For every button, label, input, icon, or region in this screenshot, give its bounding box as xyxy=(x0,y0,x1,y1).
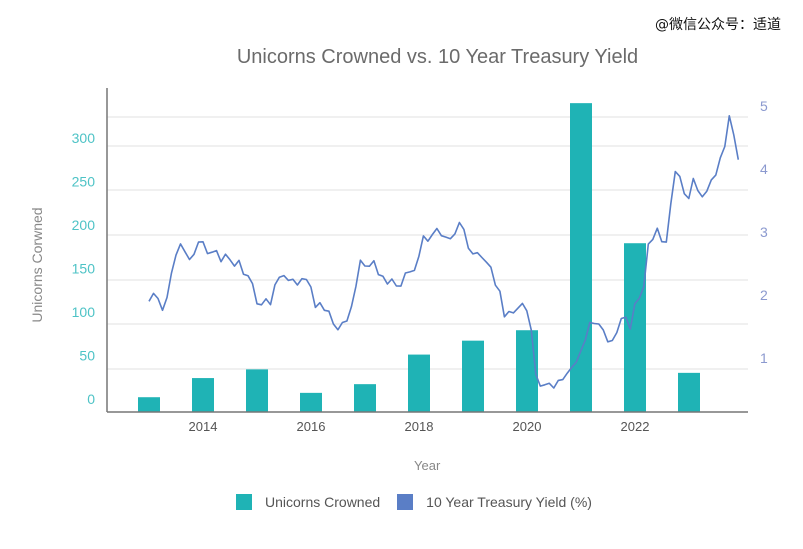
x-tick-label: 2020 xyxy=(513,419,542,434)
legend-swatch-bars xyxy=(236,494,252,510)
watermark: @微信公众号：适道 xyxy=(655,17,781,33)
chart-title: Unicorns Crowned vs. 10 Year Treasury Yi… xyxy=(236,46,639,68)
bar-2015 xyxy=(246,369,268,412)
y-axis-label: Unicorns Corwned xyxy=(29,207,45,323)
y-right-tick-label: 5 xyxy=(760,98,768,114)
y-left-tick-label: 100 xyxy=(72,304,96,320)
bar-2018 xyxy=(408,354,430,412)
x-tick-label: 2022 xyxy=(621,419,650,434)
y-right-tick-label: 1 xyxy=(760,350,768,366)
y-right-tick-label: 2 xyxy=(760,287,768,303)
bar-2013 xyxy=(138,397,160,412)
legend: Unicorns Crowned 10 Year Treasury Yield … xyxy=(236,494,609,510)
y-right-tick-label: 3 xyxy=(760,224,768,240)
bar-2017 xyxy=(354,384,376,412)
x-tick-label: 2018 xyxy=(405,419,434,434)
bar-2016 xyxy=(300,392,322,412)
y-left-tick-label: 150 xyxy=(72,261,96,277)
y-left-tick-label: 200 xyxy=(72,217,96,233)
y-right-tick-label: 4 xyxy=(760,161,768,177)
legend-label: 10 Year Treasury Yield (%) xyxy=(426,494,592,510)
y-left-tick-label: 250 xyxy=(72,174,96,190)
legend-item-unicorns[interactable]: Unicorns Crowned xyxy=(236,494,380,510)
x-tick-label: 2014 xyxy=(189,419,218,434)
x-axis-label: Year xyxy=(414,458,441,473)
bar-2020 xyxy=(516,330,538,412)
y-left-tick-label: 300 xyxy=(72,130,96,146)
x-tick-label: 2016 xyxy=(297,419,326,434)
y-left-tick-label: 0 xyxy=(87,391,95,407)
legend-item-yield[interactable]: 10 Year Treasury Yield (%) xyxy=(397,494,592,510)
bar-2023 xyxy=(678,372,700,412)
bar-2014 xyxy=(192,378,214,412)
y-left-tick-label: 50 xyxy=(79,348,95,364)
bar-2019 xyxy=(462,340,484,412)
yield-line xyxy=(148,115,740,389)
legend-label: Unicorns Crowned xyxy=(265,494,381,510)
legend-swatch-line xyxy=(397,494,414,510)
bar-2022 xyxy=(624,243,646,412)
